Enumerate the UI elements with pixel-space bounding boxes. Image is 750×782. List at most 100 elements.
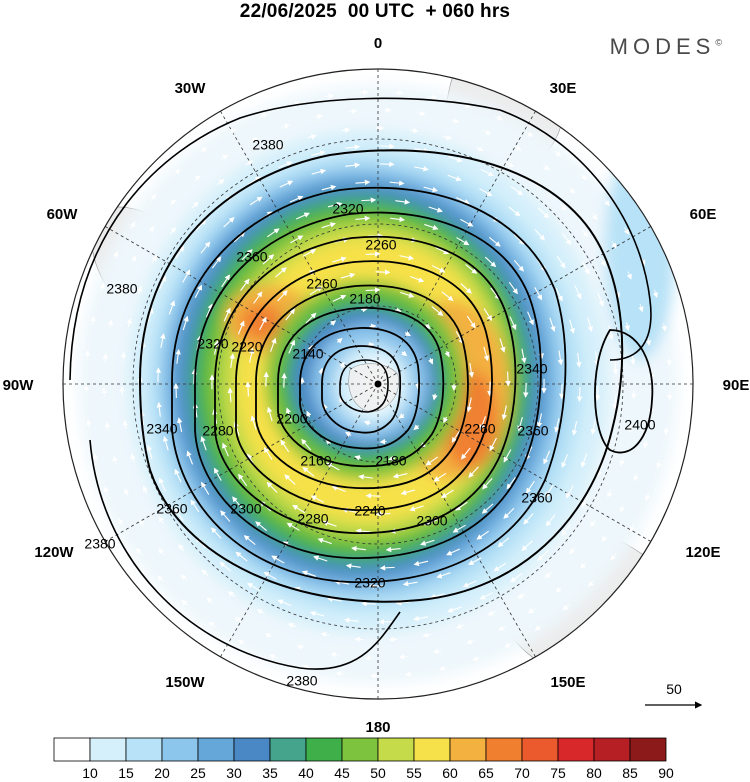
wind-vector bbox=[663, 426, 670, 435]
wind-vector bbox=[155, 367, 162, 383]
wind-vector bbox=[191, 368, 197, 384]
contour-label: 2360 bbox=[236, 249, 267, 265]
wind-vector bbox=[191, 201, 199, 209]
wind-vector bbox=[199, 147, 208, 153]
colorbar-swatch bbox=[89, 737, 127, 762]
wind-vector bbox=[543, 450, 551, 465]
wind-vector bbox=[414, 166, 429, 172]
wind-vector bbox=[627, 424, 633, 434]
contour-label: 2300 bbox=[230, 501, 261, 517]
wind-vector bbox=[205, 303, 213, 318]
wind-vector bbox=[211, 256, 222, 269]
wind-vector bbox=[446, 548, 460, 556]
wind-vector bbox=[234, 617, 243, 623]
meridian-label: 120W bbox=[34, 544, 74, 561]
wind-vector bbox=[147, 307, 154, 323]
contour-label: 2140 bbox=[292, 346, 323, 362]
wind-vector bbox=[661, 322, 667, 332]
wind-vector bbox=[431, 306, 444, 317]
wind-vector bbox=[388, 455, 395, 462]
wind-vector bbox=[488, 236, 501, 247]
wind-vector bbox=[322, 403, 328, 411]
wind-vector bbox=[84, 350, 91, 360]
colorbar-label: 20 bbox=[154, 765, 170, 781]
wind-vector bbox=[398, 413, 405, 419]
wind-vector bbox=[503, 449, 512, 463]
contour-label: 2280 bbox=[202, 423, 233, 439]
wind-vector bbox=[534, 229, 546, 241]
wind-vector bbox=[213, 467, 222, 481]
wind-vector bbox=[361, 600, 377, 607]
wind-vector bbox=[400, 489, 416, 496]
wind-vector bbox=[243, 535, 256, 546]
wind-vector bbox=[367, 342, 375, 348]
wind-vector bbox=[460, 447, 471, 460]
wind-vector bbox=[537, 550, 549, 561]
wind-vector bbox=[489, 437, 497, 452]
wind-vector bbox=[483, 346, 490, 362]
wind-vector bbox=[413, 560, 429, 567]
colorbar-swatch bbox=[125, 737, 163, 762]
wind-vector bbox=[320, 631, 330, 638]
wind-vector bbox=[448, 156, 463, 163]
wind-vector bbox=[505, 371, 511, 387]
wind-vector bbox=[259, 113, 268, 119]
colorbar-swatch bbox=[593, 737, 631, 762]
contour-label: 2340 bbox=[146, 421, 177, 437]
wind-vector bbox=[235, 551, 248, 562]
wind-vector bbox=[232, 496, 243, 509]
wind-vector bbox=[285, 308, 296, 321]
wind-vector bbox=[571, 421, 578, 436]
contour-label: 2260 bbox=[464, 421, 495, 437]
wind-vector bbox=[428, 206, 443, 213]
wind-vector bbox=[182, 315, 189, 331]
wind-vector bbox=[309, 286, 323, 296]
wind-vector bbox=[549, 317, 556, 332]
colorbar-label: 40 bbox=[298, 765, 314, 781]
wind-vector bbox=[409, 127, 419, 134]
wind-vector bbox=[431, 265, 446, 273]
wind-vector bbox=[510, 186, 524, 196]
wind-vector bbox=[148, 225, 155, 234]
wind-vector bbox=[275, 145, 285, 151]
contour-label: 2180 bbox=[375, 453, 406, 469]
wind-vector bbox=[249, 196, 263, 206]
wind-vector bbox=[332, 256, 347, 263]
wind-vector bbox=[542, 164, 550, 171]
wind-vector bbox=[612, 359, 619, 375]
wind-vector bbox=[561, 232, 572, 245]
wind-vector bbox=[162, 435, 169, 451]
wind-vector bbox=[317, 537, 332, 545]
wind-vector bbox=[314, 114, 324, 120]
wind-vector bbox=[480, 168, 495, 177]
wind-vector bbox=[483, 308, 493, 322]
wind-vector bbox=[460, 283, 472, 294]
wind-vector bbox=[223, 216, 235, 228]
wind-vector bbox=[400, 291, 415, 298]
wind-vector bbox=[277, 290, 288, 302]
wind-vector bbox=[307, 134, 317, 140]
wind-vector bbox=[656, 459, 662, 469]
wind-vector bbox=[460, 218, 474, 227]
wind-vector bbox=[363, 420, 371, 426]
wind-vector bbox=[527, 607, 536, 614]
wind-vector bbox=[259, 316, 267, 331]
wind-vector bbox=[594, 385, 601, 401]
contour-label: 2260 bbox=[365, 237, 396, 253]
wind-vector bbox=[379, 161, 395, 168]
wind-vector bbox=[136, 285, 143, 295]
wind-vector bbox=[173, 169, 181, 176]
contour-label: 2380 bbox=[84, 536, 115, 552]
contour-label: 2260 bbox=[306, 276, 337, 292]
wind-vector bbox=[103, 486, 110, 495]
wind-vector bbox=[401, 350, 408, 357]
wind-vector bbox=[287, 622, 297, 629]
wind-vector bbox=[666, 357, 672, 366]
wind-vector bbox=[452, 524, 466, 533]
wind-vector bbox=[271, 555, 285, 564]
wind-vector bbox=[600, 258, 606, 267]
wind-vector bbox=[513, 233, 525, 245]
wind-vector bbox=[537, 207, 550, 219]
colorbar-label: 65 bbox=[478, 765, 494, 781]
wind-vector bbox=[102, 353, 108, 363]
